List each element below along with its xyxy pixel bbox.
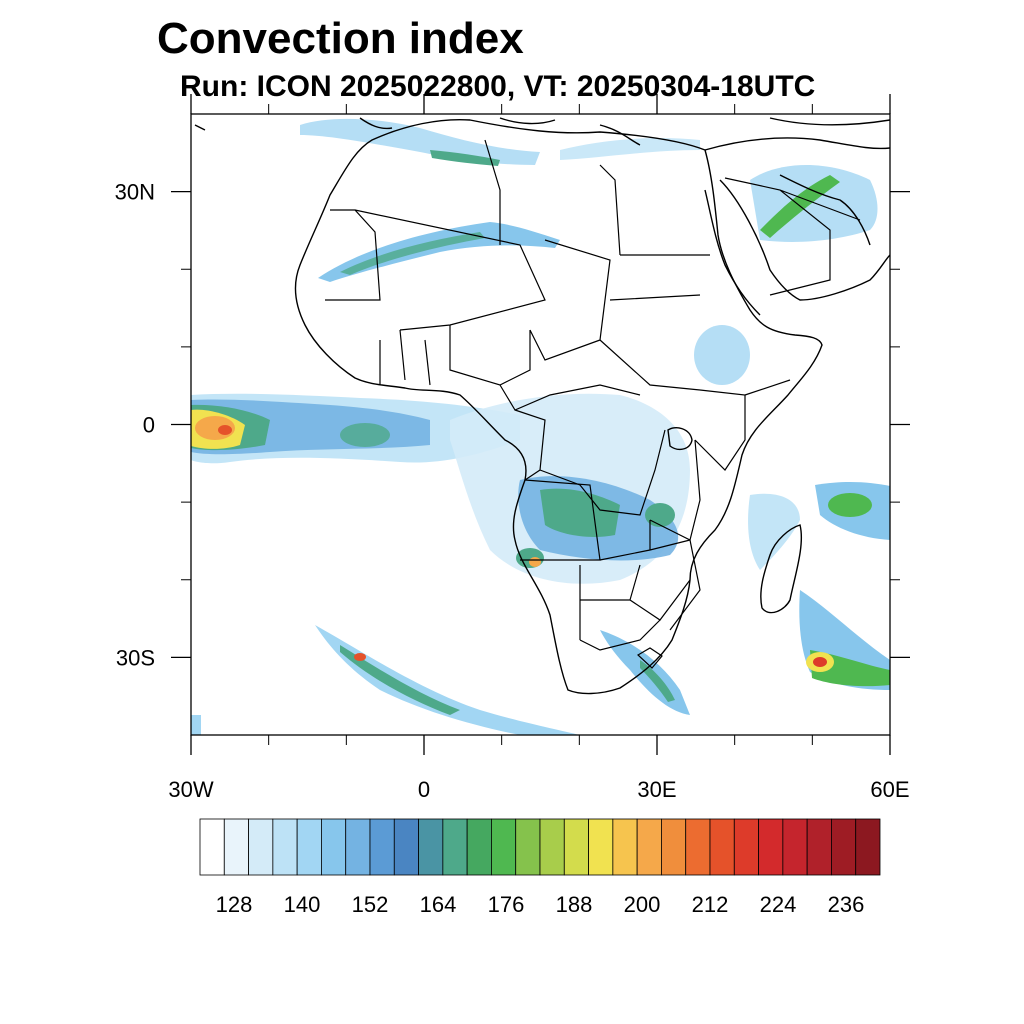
africa-coastline bbox=[294, 118, 823, 695]
x-tick-label: 30W bbox=[168, 777, 213, 802]
border-west-africa bbox=[379, 329, 431, 386]
colorbar-swatch bbox=[515, 818, 541, 876]
colorbar-label: 140 bbox=[284, 892, 321, 917]
border-chad bbox=[529, 239, 611, 361]
colorbar-swatch bbox=[685, 818, 711, 876]
europe-coast bbox=[194, 117, 890, 146]
colorbar: 128 140 152 164 176 188 200 212 224 236 bbox=[199, 818, 881, 917]
convection-south-atlantic-hot bbox=[354, 653, 366, 661]
madagascar-coast bbox=[760, 524, 803, 614]
colorbar-swatch bbox=[636, 818, 662, 876]
border-south-africa bbox=[579, 619, 661, 651]
convection-field bbox=[191, 118, 890, 735]
y-tick-label: 0 bbox=[143, 413, 155, 438]
colorbar-swatch bbox=[466, 818, 492, 876]
convection-med-east bbox=[560, 138, 700, 160]
convection-southeast-core bbox=[640, 660, 675, 702]
colorbar-swatch bbox=[296, 818, 322, 876]
colorbar-swatch bbox=[199, 818, 225, 876]
border-somalia bbox=[744, 379, 791, 396]
colorbar-swatch bbox=[806, 818, 832, 876]
colorbar-swatch bbox=[248, 818, 274, 876]
colorbar-swatch bbox=[758, 818, 784, 876]
country-borders bbox=[325, 139, 861, 669]
x-tick-label: 60E bbox=[870, 777, 909, 802]
chart-title: Convection index bbox=[157, 14, 524, 63]
chart-subtitle: Run: ICON 2025022800, VT: 20250304-18UTC bbox=[180, 70, 816, 103]
border-kenya bbox=[694, 389, 746, 471]
colorbar-swatch bbox=[321, 818, 347, 876]
colorbar-swatch bbox=[393, 818, 419, 876]
convection-angola-coast-hot bbox=[529, 557, 541, 567]
y-tick-label: 30S bbox=[116, 645, 155, 670]
convection-med-core bbox=[430, 150, 500, 166]
colorbar-swatch bbox=[588, 818, 614, 876]
convection-cyclone-red bbox=[813, 657, 827, 667]
colorbar-swatch bbox=[782, 818, 808, 876]
lake-victoria bbox=[667, 427, 693, 451]
colorbar-swatch bbox=[442, 818, 468, 876]
colorbar-swatch bbox=[563, 818, 589, 876]
convection-green-atlantic-2 bbox=[340, 423, 390, 447]
coastlines bbox=[194, 117, 890, 695]
red-sea-coast bbox=[704, 189, 761, 316]
border-nigeria bbox=[449, 325, 531, 386]
border-arabia bbox=[724, 177, 861, 296]
convection-red-atlantic bbox=[218, 425, 232, 435]
border-mozambique bbox=[669, 539, 701, 631]
border-sudan bbox=[599, 294, 701, 391]
colorbar-swatch bbox=[491, 818, 517, 876]
convection-indian-ocean-ne-core bbox=[828, 493, 872, 517]
colorbar-label: 176 bbox=[488, 892, 525, 917]
colorbar-label: 224 bbox=[760, 892, 797, 917]
colorbar-label: 212 bbox=[692, 892, 729, 917]
colorbar-swatch bbox=[223, 818, 249, 876]
colorbar-swatch bbox=[345, 818, 371, 876]
colorbar-swatch bbox=[831, 818, 857, 876]
x-tick-label: 0 bbox=[418, 777, 430, 802]
convection-south-atlantic-core bbox=[340, 645, 460, 715]
colorbar-swatch bbox=[369, 818, 395, 876]
border-zambia bbox=[599, 520, 691, 561]
colorbar-label: 152 bbox=[352, 892, 389, 917]
convection-angola-core bbox=[540, 488, 620, 537]
colorbar-swatch bbox=[539, 818, 565, 876]
convection-med bbox=[300, 118, 540, 165]
convection-sw-corner bbox=[191, 715, 201, 735]
convection-madagascar bbox=[748, 493, 800, 570]
colorbar-swatch bbox=[272, 818, 298, 876]
border-lesotho bbox=[636, 647, 663, 669]
colorbar-swatch bbox=[612, 818, 638, 876]
colorbar-label: 236 bbox=[828, 892, 865, 917]
convection-south-atlantic bbox=[315, 625, 580, 735]
border-cameroon-car bbox=[499, 384, 641, 411]
arabia-coast bbox=[704, 137, 890, 301]
x-tick-label: 30E bbox=[637, 777, 676, 802]
y-tick-label: 30N bbox=[115, 180, 155, 205]
convection-ethiopia bbox=[694, 325, 750, 385]
colorbar-label: 188 bbox=[556, 892, 593, 917]
border-mauritania bbox=[325, 209, 381, 301]
border-algeria-libya bbox=[484, 139, 621, 256]
border-mali bbox=[354, 209, 546, 331]
colorbar-swatch bbox=[709, 818, 735, 876]
border-tanzania bbox=[649, 439, 701, 541]
border-angola bbox=[520, 479, 601, 561]
border-namibia-botswana bbox=[579, 564, 691, 640]
colorbar-swatch bbox=[418, 818, 444, 876]
colorbar-swatch bbox=[661, 818, 687, 876]
colorbar-label: 200 bbox=[624, 892, 661, 917]
colorbar-swatch bbox=[855, 818, 881, 876]
colorbar-swatch bbox=[733, 818, 759, 876]
colorbar-label: 128 bbox=[216, 892, 253, 917]
colorbar-label: 164 bbox=[420, 892, 457, 917]
convection-streak-sahara-core bbox=[340, 232, 485, 275]
border-congo bbox=[514, 409, 666, 516]
map-axes: 30W 0 30E 60E 30N 0 30S bbox=[115, 94, 910, 802]
